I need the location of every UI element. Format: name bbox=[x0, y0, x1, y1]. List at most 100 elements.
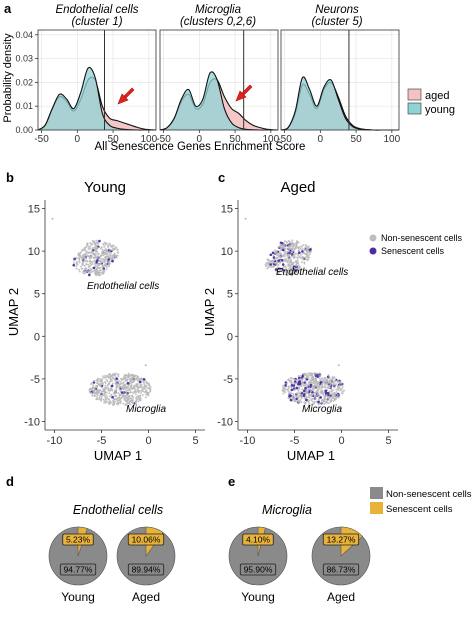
non-senescent-cell-point bbox=[297, 254, 300, 257]
umap-label-endo-aged: Endothelial cells bbox=[276, 267, 348, 278]
pie-group-label: Aged bbox=[327, 590, 355, 604]
non-senescent-cell-point bbox=[85, 257, 88, 260]
non-senescent-cell-point bbox=[105, 262, 108, 265]
non-senescent-cell-point bbox=[132, 395, 135, 398]
non-senescent-cell-point bbox=[101, 258, 104, 261]
non-senescent-cell-point bbox=[91, 394, 94, 397]
non-senescent-cell-point bbox=[105, 253, 108, 256]
non-senescent-cell-point bbox=[85, 270, 88, 273]
non-senescent-cell-point bbox=[278, 267, 281, 270]
non-senescent-cell-point bbox=[135, 401, 138, 404]
density-xtick-label: 50 bbox=[351, 134, 363, 145]
non-senescent-cell-point bbox=[303, 256, 306, 259]
non-senescent-cell-point bbox=[81, 267, 84, 270]
density-frame bbox=[159, 29, 279, 131]
non-senescent-cell-point bbox=[338, 384, 341, 387]
non-senescent-cell-point bbox=[105, 400, 108, 403]
non-senescent-cell-point bbox=[305, 253, 308, 256]
non-senescent-cell-point bbox=[144, 364, 147, 367]
non-senescent-cell-point bbox=[324, 386, 327, 389]
non-senescent-cell-point bbox=[81, 249, 84, 252]
non-senescent-cell-point bbox=[114, 382, 117, 385]
non-senescent-cell-point bbox=[102, 398, 105, 401]
non-senescent-cell-point bbox=[119, 400, 122, 403]
density-xtick-label: 0 bbox=[75, 134, 81, 145]
senescent-cell-point bbox=[272, 256, 276, 259]
non-senescent-cell-point bbox=[288, 257, 291, 260]
umap-xtick-label: -10 bbox=[46, 435, 62, 447]
non-senescent-cell-point bbox=[94, 391, 97, 394]
non-senescent-cell-point bbox=[96, 271, 99, 274]
non-senescent-cell-point bbox=[88, 246, 91, 249]
senescent-cell-point bbox=[289, 398, 293, 402]
non-senescent-cell-point bbox=[99, 389, 102, 392]
umap-ytick-label: 15 bbox=[28, 204, 40, 216]
umap-cluster-endothelial bbox=[72, 239, 120, 277]
non-senescent-cell-point bbox=[309, 388, 312, 391]
non-senescent-cell-point bbox=[83, 272, 86, 275]
non-senescent-cell-point bbox=[93, 243, 96, 246]
non-senescent-cell-point bbox=[99, 271, 102, 274]
non-senescent-cell-point bbox=[314, 380, 317, 383]
density-ytick-label: 0.01 bbox=[15, 101, 33, 111]
non-senescent-cell-point bbox=[295, 252, 298, 255]
non-senescent-cell-point bbox=[327, 374, 330, 377]
non-senescent-cell-point bbox=[333, 386, 336, 389]
non-senescent-cell-point bbox=[72, 259, 75, 262]
non-senescent-cell-point bbox=[95, 241, 98, 244]
non-senescent-cell-point bbox=[332, 383, 335, 386]
umap-cluster-endothelial bbox=[264, 239, 313, 277]
non-senescent-cell-point bbox=[111, 258, 114, 261]
non-senescent-cell-point bbox=[91, 387, 94, 390]
non-senescent-cell-point bbox=[76, 263, 79, 266]
non-senescent-cell-point bbox=[333, 393, 336, 396]
non-senescent-cell-point bbox=[89, 265, 92, 268]
non-senescent-cell-point bbox=[126, 399, 129, 402]
non-senescent-cell-point bbox=[77, 253, 80, 256]
non-senescent-cell-point bbox=[101, 252, 104, 255]
non-senescent-cell-point bbox=[266, 258, 269, 261]
non-senescent-cell-point bbox=[291, 272, 294, 275]
non-senescent-cell-point bbox=[284, 260, 287, 263]
non-senescent-cell-point bbox=[295, 247, 298, 250]
non-senescent-cell-point bbox=[124, 374, 127, 377]
non-senescent-cell-point bbox=[332, 380, 335, 383]
senescent-cell-point bbox=[305, 398, 308, 402]
non-senescent-cell-point bbox=[86, 251, 89, 254]
non-senescent-cell-point bbox=[118, 393, 121, 396]
non-senescent-cell-point bbox=[104, 380, 107, 383]
non-senescent-cell-point bbox=[306, 372, 309, 375]
non-senescent-cell-point bbox=[93, 259, 96, 262]
non-senescent-cell-point bbox=[328, 381, 331, 384]
non-senescent-cell-point bbox=[321, 384, 324, 387]
umap-title-aged: Aged bbox=[280, 179, 315, 196]
density-title-1a: Endothelial cells bbox=[55, 4, 138, 16]
non-senescent-cell-point bbox=[105, 268, 108, 271]
non-senescent-cell-point bbox=[117, 403, 120, 406]
non-senescent-cell-point bbox=[102, 260, 105, 263]
non-senescent-cell-point bbox=[104, 398, 107, 401]
non-senescent-cell-point bbox=[108, 256, 111, 259]
senescent-cell-point bbox=[120, 391, 124, 394]
non-senescent-cell-point bbox=[305, 376, 308, 379]
non-senescent-cell-point bbox=[298, 266, 301, 269]
non-senescent-cell-point bbox=[125, 403, 128, 406]
non-senescent-cell-point bbox=[103, 390, 106, 393]
non-senescent-cell-point bbox=[91, 247, 94, 250]
non-senescent-cell-point bbox=[103, 269, 106, 272]
non-senescent-cell-point bbox=[95, 252, 98, 255]
non-senescent-cell-point bbox=[308, 396, 311, 399]
non-senescent-cell-point bbox=[119, 402, 122, 405]
non-senescent-cell-point bbox=[102, 254, 105, 257]
non-senescent-cell-point bbox=[119, 389, 122, 392]
non-senescent-cell-point bbox=[289, 392, 292, 395]
non-senescent-cell-point bbox=[343, 389, 346, 392]
senescent-cell-point bbox=[305, 378, 309, 381]
non-senescent-cell-point bbox=[310, 250, 313, 253]
non-senescent-cell-point bbox=[138, 386, 141, 389]
umap-ytick-label: 15 bbox=[221, 204, 233, 216]
density-panel-3: -50 0 50 100 bbox=[277, 29, 401, 145]
non-senescent-cell-point bbox=[98, 266, 101, 269]
non-senescent-cell-point bbox=[270, 259, 273, 262]
